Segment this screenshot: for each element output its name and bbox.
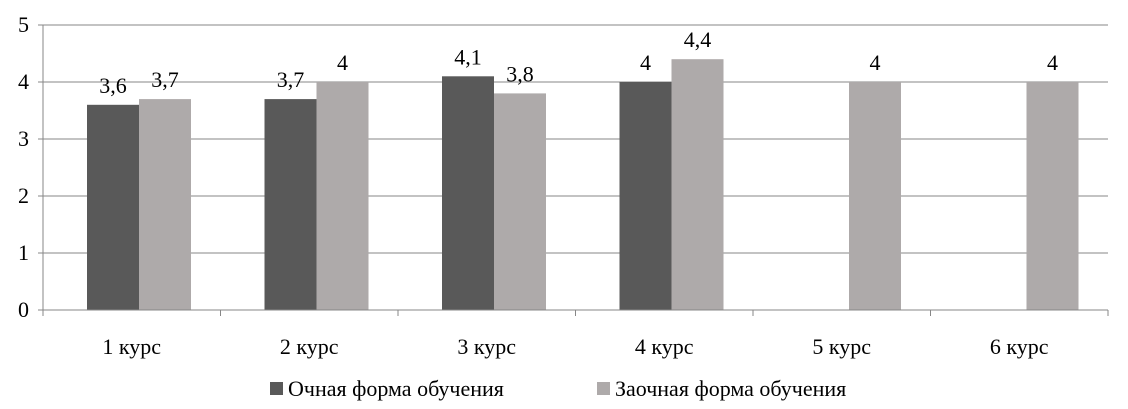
bar-value-label: 3,7 — [277, 67, 305, 92]
legend-swatch — [270, 382, 283, 395]
bar-part-time — [139, 99, 191, 310]
bar-value-label: 4,1 — [454, 44, 482, 69]
bar-part-time — [849, 82, 901, 310]
legend: Очная форма обучения Заочная форма обучен… — [270, 376, 846, 401]
y-tick-label: 5 — [18, 12, 29, 37]
x-category-label: 1 курс — [102, 334, 161, 359]
y-tick-label: 0 — [18, 297, 29, 322]
bar-full-time — [87, 104, 139, 310]
bar-value-label: 3,8 — [506, 61, 534, 86]
legend-label: Очная форма обучения — [288, 376, 504, 401]
y-tick-label: 4 — [18, 69, 29, 94]
bar-part-time — [671, 59, 724, 311]
bar-value-label: 3,6 — [99, 73, 127, 98]
bar-full-time — [619, 82, 672, 310]
bar-value-label: 4 — [870, 50, 881, 75]
axes: 0 1 2 3 4 5 1 курс 2 курс 3 курс 4 курс 5 курс 6 ку… — [18, 12, 1109, 359]
bar-value-label: 4 — [640, 50, 651, 75]
bar-full-time — [264, 99, 317, 310]
y-tick-label: 1 — [18, 240, 29, 265]
legend-swatch — [597, 382, 610, 395]
bar-value-label: 4,4 — [684, 27, 712, 52]
bar-part-time — [1026, 82, 1079, 310]
bar-value-label: 4 — [337, 50, 348, 75]
bars — [87, 59, 1079, 311]
bar-value-label: 3,7 — [151, 67, 179, 92]
data-labels: 3,6 3,7 3,7 4 4,1 3,8 4 4,4 4 4 — [99, 27, 1058, 98]
x-category-label: 4 курс — [635, 334, 694, 359]
bar-part-time — [494, 93, 546, 311]
gridlines — [43, 24, 1108, 254]
legend-label: Заочная форма обучения — [615, 376, 846, 401]
x-category-label: 5 курс — [812, 334, 871, 359]
x-category-label: 6 курс — [990, 334, 1049, 359]
x-category-label: 3 курс — [457, 334, 516, 359]
bar-part-time — [316, 82, 369, 310]
bar-value-label: 4 — [1047, 50, 1058, 75]
x-category-label: 2 курс — [280, 334, 339, 359]
bar-full-time — [442, 76, 494, 310]
y-tick-label: 2 — [18, 183, 29, 208]
y-tick-label: 3 — [18, 126, 29, 151]
